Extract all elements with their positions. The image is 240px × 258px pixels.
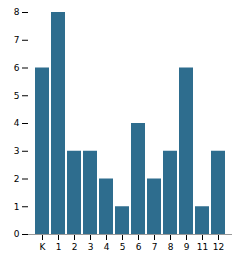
svg-text:4: 4 (14, 118, 20, 128)
svg-text:6: 6 (136, 242, 142, 252)
svg-text:12: 12 (213, 242, 224, 252)
svg-text:7: 7 (152, 242, 158, 252)
svg-text:2: 2 (14, 174, 20, 184)
svg-text:7: 7 (14, 35, 20, 45)
svg-text:K: K (40, 242, 47, 252)
svg-text:3: 3 (14, 146, 20, 156)
svg-text:1: 1 (56, 242, 62, 252)
svg-text:6: 6 (14, 63, 20, 73)
svg-text:2: 2 (72, 242, 78, 252)
svg-text:11: 11 (197, 242, 208, 252)
svg-text:8: 8 (168, 242, 174, 252)
svg-text:9: 9 (184, 242, 190, 252)
svg-text:5: 5 (14, 91, 20, 101)
svg-text:5: 5 (120, 242, 126, 252)
svg-text:1: 1 (14, 202, 20, 212)
svg-text:8: 8 (14, 7, 20, 17)
svg-text:3: 3 (88, 242, 94, 252)
svg-text:4: 4 (104, 242, 110, 252)
svg-text:0: 0 (14, 229, 20, 239)
